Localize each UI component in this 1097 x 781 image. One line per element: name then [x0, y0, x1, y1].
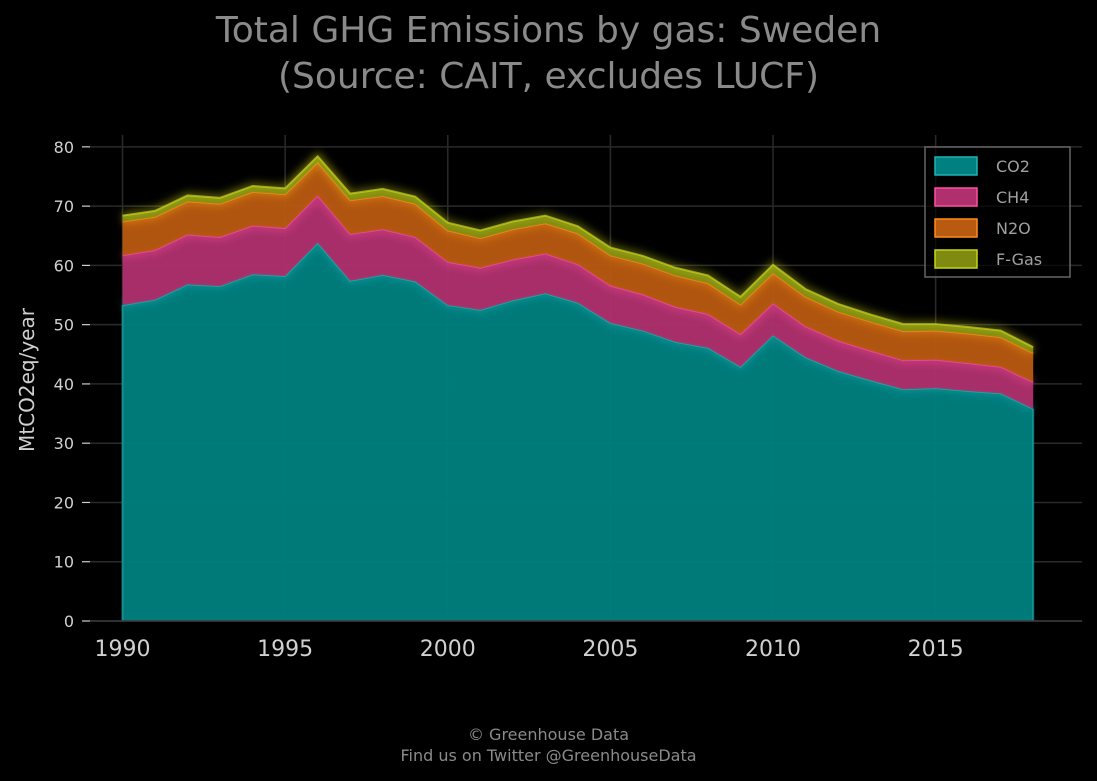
y-tick-label: 10 — [54, 553, 74, 572]
chart-title-line2: (Source: CAIT, excludes LUCF) — [277, 56, 820, 97]
legend-swatch-fgas — [934, 249, 978, 269]
y-tick-label: 0 — [64, 612, 74, 631]
chart-title-line1: Total GHG Emissions by gas: Sweden — [215, 10, 882, 51]
legend-label-n2o: N2O — [996, 219, 1031, 238]
legend-label-ch4: CH4 — [996, 188, 1029, 207]
area-n2o — [122, 162, 1034, 383]
x-tick-label: 2010 — [745, 637, 801, 662]
x-tick-label: 2015 — [908, 637, 964, 662]
legend: CO2 CH4 N2O F-Gas — [924, 146, 1071, 278]
x-tick-label: 1990 — [95, 637, 151, 662]
legend-swatch-n2o — [934, 218, 978, 238]
x-tick-label: 2005 — [582, 637, 638, 662]
x-tick-label: 2000 — [420, 637, 476, 662]
area-series — [121, 150, 1036, 621]
footer: © Greenhouse Data Find us on Twitter @Gr… — [0, 724, 1097, 766]
footer-twitter: Find us on Twitter @GreenhouseData — [400, 746, 697, 765]
footer-copyright: © Greenhouse Data — [467, 725, 630, 744]
area-co2 — [122, 242, 1034, 621]
y-tick-label: 60 — [54, 256, 74, 275]
legend-swatch-ch4 — [934, 187, 978, 207]
y-tick-label: 70 — [54, 197, 74, 216]
legend-swatch-co2 — [934, 156, 978, 176]
y-tick-label: 80 — [54, 138, 74, 157]
chart-title: Total GHG Emissions by gas: Sweden (Sour… — [0, 8, 1097, 100]
legend-label-co2: CO2 — [996, 157, 1030, 176]
y-tick-label: 20 — [54, 493, 74, 512]
area-ch4 — [122, 195, 1034, 409]
x-tick-label: 1995 — [257, 637, 313, 662]
y-axis-label: MtCO2eq/year — [15, 307, 39, 452]
legend-label-fgas: F-Gas — [996, 250, 1042, 269]
y-tick-label: 40 — [54, 375, 74, 394]
line-fgas — [122, 154, 1034, 349]
axes: 0 10 20 30 40 50 60 70 80 1990 1995 2000 2005 2010 201… — [54, 138, 1082, 662]
y-tick-label: 50 — [54, 316, 74, 335]
y-tick-label: 30 — [54, 434, 74, 453]
